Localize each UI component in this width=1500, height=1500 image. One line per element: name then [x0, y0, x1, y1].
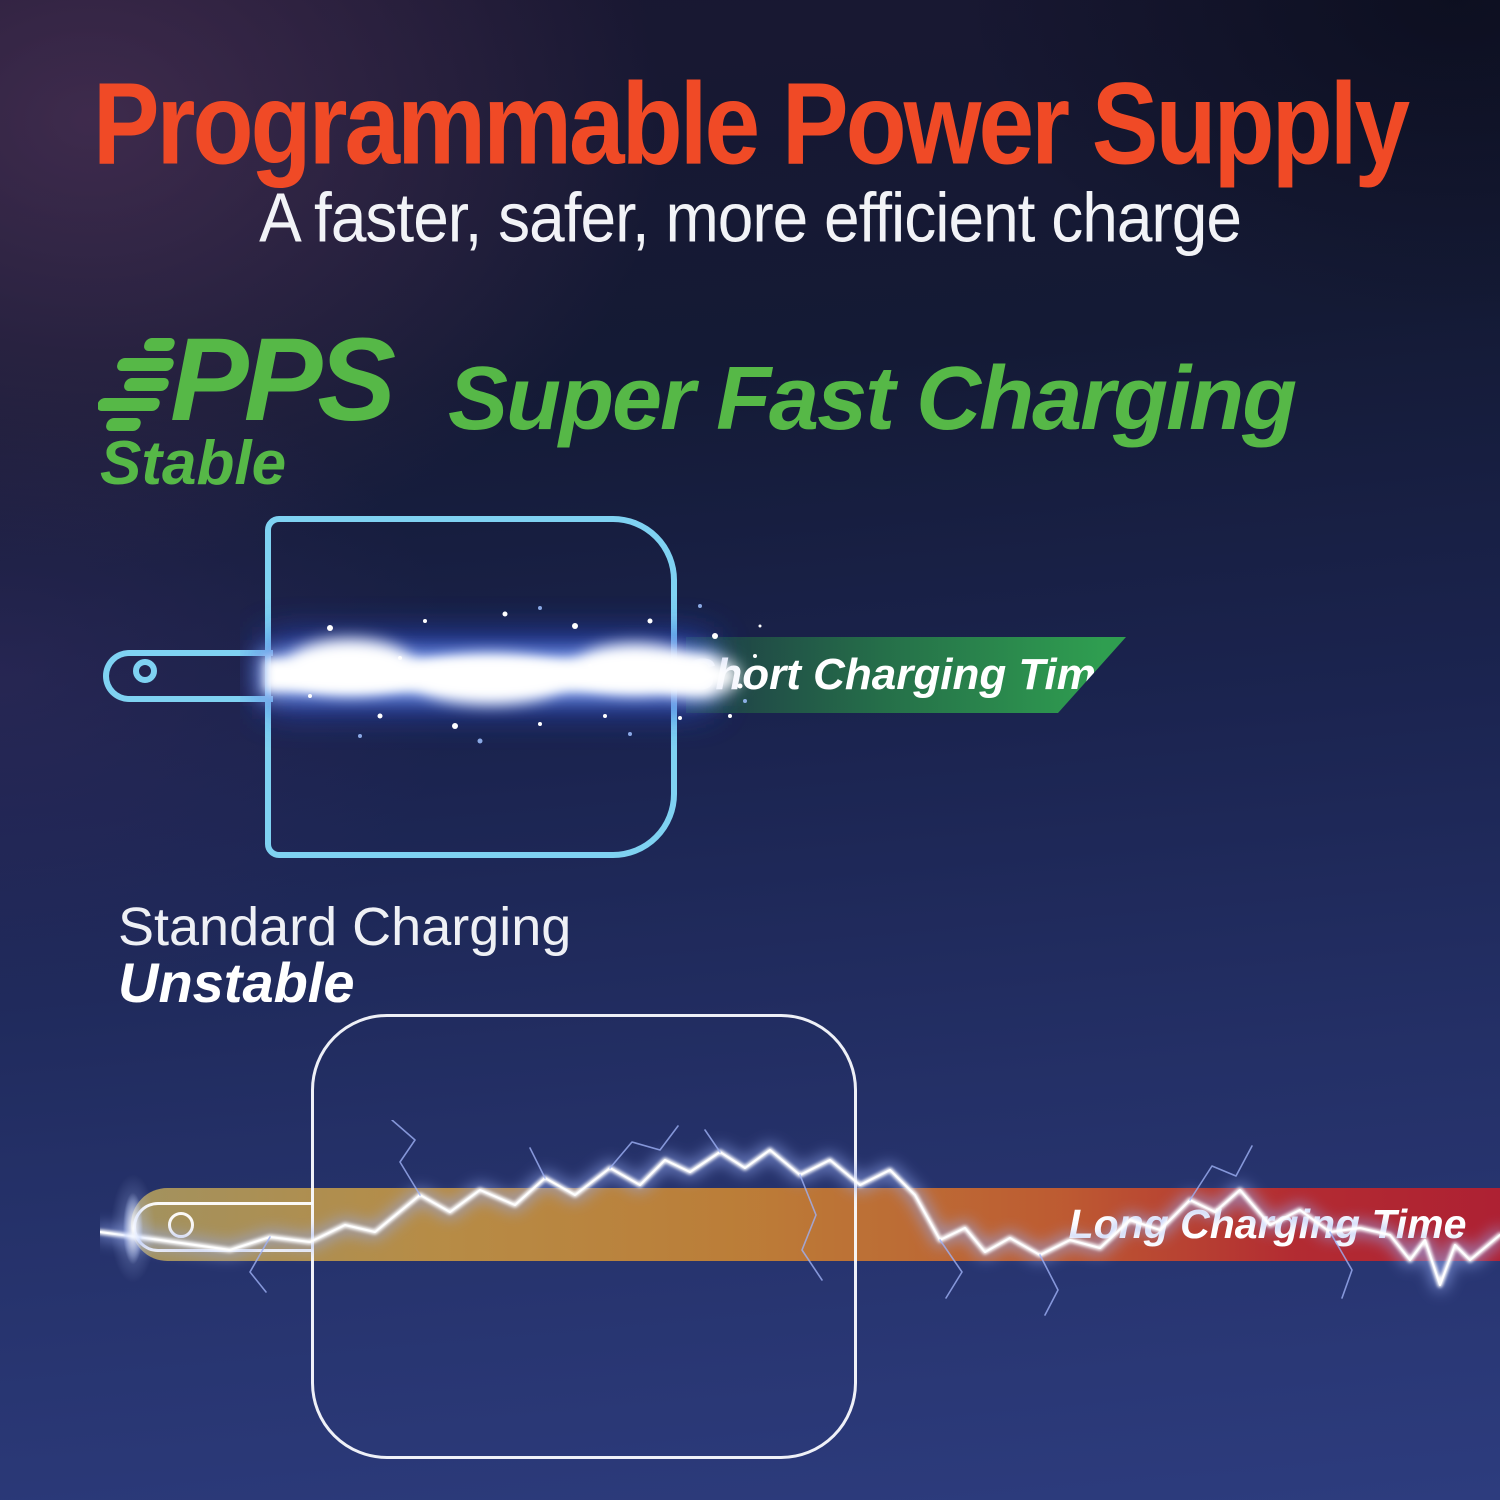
super-fast-charging-headline: Super Fast Charging [448, 349, 1297, 449]
stable-label: Stable [100, 429, 287, 498]
fast-charger-plug-hole [133, 659, 157, 683]
standard-charging-heading: Standard Charging [118, 897, 572, 957]
flare-glow-icon [93, 1158, 173, 1308]
pps-logo: PPS [170, 314, 396, 446]
lightning-bolt-graphic [100, 1120, 1500, 1316]
unstable-label: Unstable [118, 951, 355, 1014]
fast-charger-plug [103, 650, 273, 702]
speed-lines-icon [98, 338, 175, 431]
page-subtitle: A faster, safer, more efficient charge [259, 179, 1242, 257]
page-title: Programmable Power Supply [92, 59, 1410, 190]
energy-beam-graphic [260, 604, 762, 744]
short-charging-time-label: Short Charging Time [686, 650, 1121, 699]
short-charging-time-banner: Short Charging Time [686, 637, 1126, 713]
